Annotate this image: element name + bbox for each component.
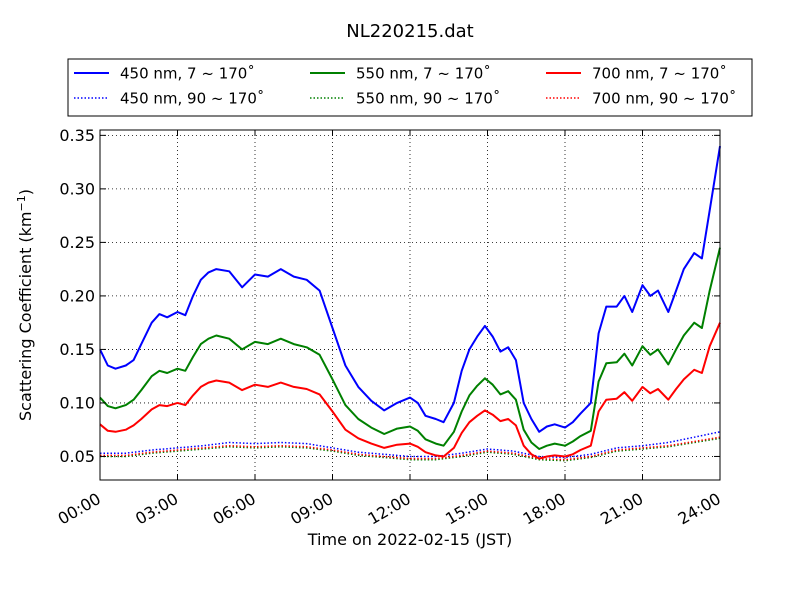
y-tick-label: 0.10: [59, 393, 95, 412]
y-axis-label: Scattering Coefficient (km−1): [15, 189, 36, 421]
x-tick-label: 12:00: [365, 489, 414, 529]
legend-box: [67, 58, 753, 117]
grid-lines: [99, 130, 721, 480]
legend-label: 700 nm, 90 ~ 170˚: [592, 90, 736, 108]
x-tick-label: 21:00: [597, 489, 646, 529]
y-tick-label: 0.20: [59, 286, 95, 305]
series-line-2: [99, 247, 721, 450]
series-line-4: [99, 322, 721, 460]
series-line-0: [99, 145, 721, 433]
y-tick-label: 0.30: [59, 179, 95, 198]
x-axis-label: Time on 2022-02-15 (JST): [307, 530, 512, 549]
legend: 450 nm, 7 ~ 170˚ 550 nm, 7 ~ 170˚ 700 nm, …: [67, 58, 753, 117]
series-line-1: [100, 431, 721, 459]
axis-ticks: [99, 130, 721, 480]
legend-label: 550 nm, 7 ~ 170˚: [356, 65, 491, 83]
legend-label: 450 nm, 7 ~ 170˚: [120, 65, 255, 83]
legend-label: 450 nm, 90 ~ 170˚: [120, 90, 264, 108]
y-tick-label: 0.05: [59, 447, 95, 466]
x-tick-label: 15:00: [442, 489, 491, 529]
y-tick-label: 0.25: [59, 233, 95, 252]
y-tick-label: 0.35: [59, 126, 95, 145]
series-line-3: [100, 437, 721, 462]
y-tick-labels: 0.05 0.10 0.15 0.20 0.25 0.30 0.35: [59, 126, 95, 466]
x-tick-label: 03:00: [132, 489, 181, 529]
chart-title: NL220215.dat: [346, 21, 473, 42]
legend-label: 550 nm, 90 ~ 170˚: [356, 90, 500, 108]
x-tick-label: 09:00: [287, 489, 336, 529]
x-tick-label: 18:00: [520, 489, 569, 529]
x-tick-label: 24:00: [675, 489, 724, 529]
y-tick-label: 0.15: [59, 340, 95, 359]
legend-label: 700 nm, 7 ~ 170˚: [592, 65, 727, 83]
x-tick-label: 06:00: [210, 489, 259, 529]
x-tick-label: 00:00: [55, 489, 104, 529]
series-lines: [99, 145, 721, 462]
x-tick-labels: 00:00 03:00 06:00 09:00 12:00 15:00 18:00 21:00…: [55, 489, 724, 529]
